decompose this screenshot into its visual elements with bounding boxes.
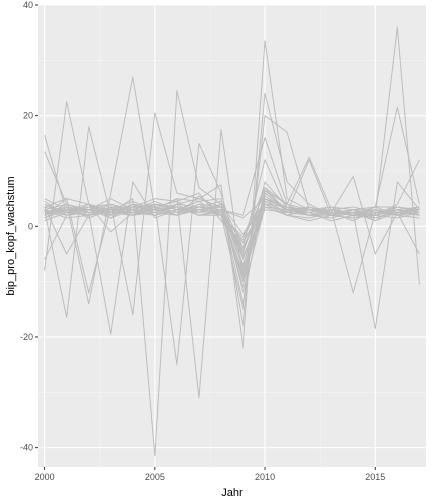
x-tick-label: 2005: [145, 472, 165, 482]
series-line-27: [44, 200, 420, 236]
x-tick-label: 2010: [255, 472, 275, 482]
y-axis-title: bip_pro_kopf_wachstum: [5, 176, 17, 295]
y-tick-label: -40: [20, 443, 33, 453]
y-tick-label: 40: [23, 0, 33, 10]
series-line-8: [44, 142, 420, 366]
series-line-28: [44, 192, 420, 288]
y-tick-label: 0: [28, 221, 33, 231]
minor-gridlines: [38, 5, 426, 467]
y-axis-ticks: -40 -20 0 20 40: [20, 0, 38, 453]
x-axis-ticks: 2000 2005 2010 2015: [35, 467, 385, 482]
x-axis-title: Jahr: [221, 487, 243, 499]
x-tick-label: 2015: [365, 472, 385, 482]
y-tick-label: -20: [20, 332, 33, 342]
series-line-25: [44, 198, 420, 252]
y-tick-label: 20: [23, 111, 33, 121]
x-tick-label: 2000: [35, 472, 55, 482]
series-lines: [44, 26, 420, 457]
